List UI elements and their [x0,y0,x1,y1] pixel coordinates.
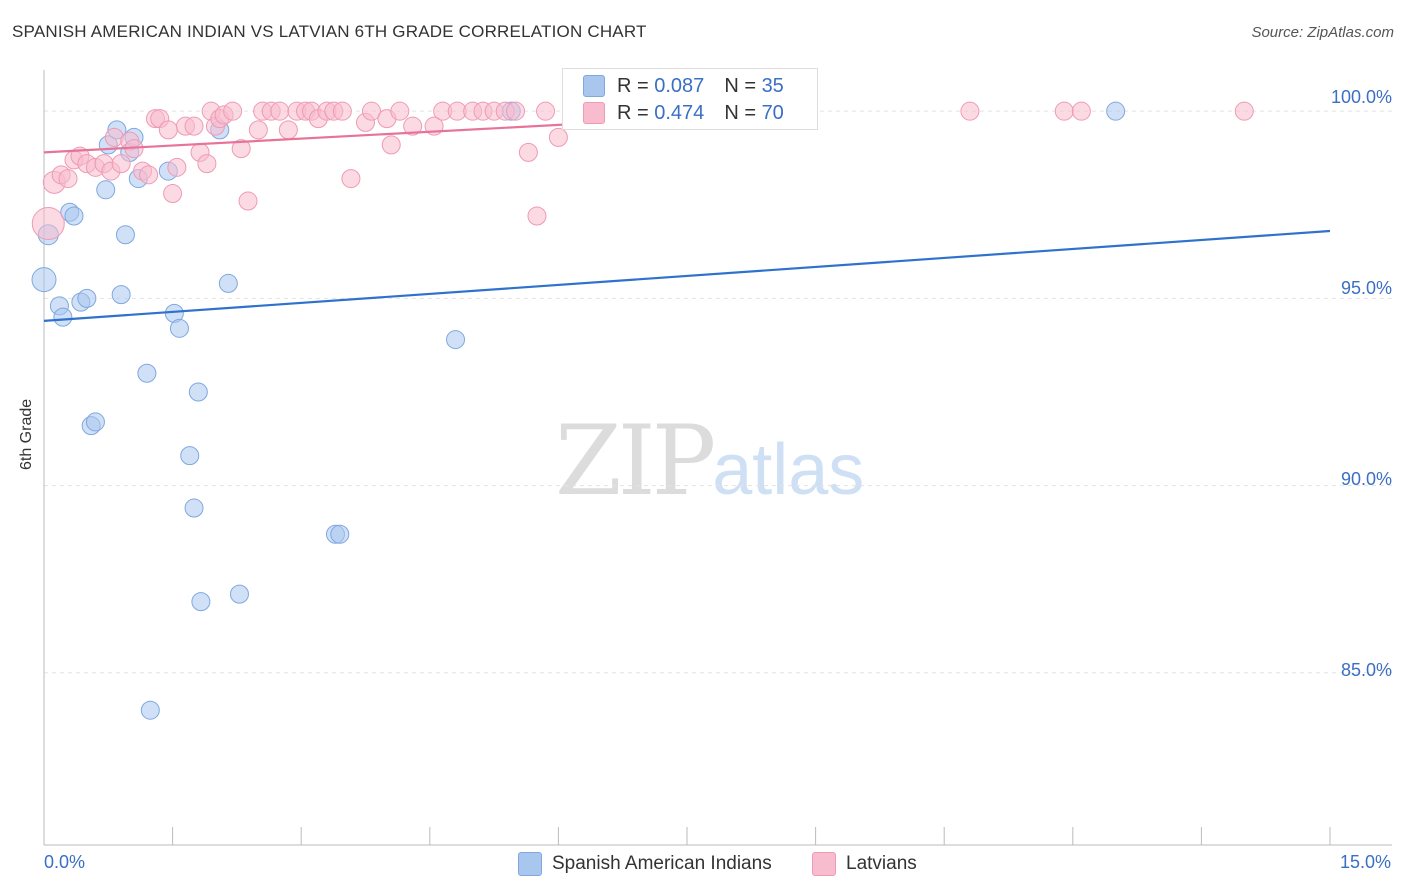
data-point-spanish-american-indians [184,498,204,518]
y-tick-label: 100.0% [1330,87,1392,107]
data-point-latvians [506,101,526,121]
data-point-latvians [527,206,547,226]
data-point-latvians [341,169,361,189]
legend-r-label: R = [617,101,649,124]
data-point-spanish-american-indians [115,225,135,245]
data-point-latvians [163,184,183,204]
data-point-latvians [381,135,401,155]
data-point-spanish-american-indians [77,288,97,308]
bottom-legend-blue: Spanish American Indians [518,852,772,876]
data-point-spanish-american-indians [53,307,73,327]
data-point-spanish-american-indians [191,592,211,612]
y-tick-label: 85.0% [1340,660,1392,680]
legend-n-value: 35 [761,74,784,97]
data-point-latvians [390,101,410,121]
legend-row-pink: R = 0.474 N = 70 [583,100,784,126]
watermark-zip: ZIP [555,405,716,517]
legend-n-label: N = [724,74,756,97]
watermark-atlas: atlas [712,430,865,510]
data-point-latvians [139,165,159,185]
legend-r-value: 0.087 [654,74,705,97]
data-point-latvians [58,169,78,189]
data-point-latvians [1054,101,1074,121]
data-point-spanish-american-indians [96,180,116,200]
legend-swatch-blue [583,75,605,97]
data-point-latvians [197,154,217,174]
data-point-spanish-american-indians [31,267,57,293]
data-point-spanish-american-indians [85,412,105,432]
data-point-latvians [536,101,556,121]
y-tick-label: 90.0% [1340,469,1392,489]
data-point-spanish-american-indians [188,382,208,402]
legend-r-label: R = [617,74,649,97]
data-point-spanish-american-indians [218,273,238,293]
correlation-legend: R = 0.087 N = 35 R = 0.474 N = 70 [562,68,818,130]
data-point-latvians [270,101,290,121]
data-point-latvians [362,101,382,121]
data-point-latvians [518,142,538,162]
legend-n-label: N = [724,101,756,124]
y-tick-label: 95.0% [1340,278,1392,298]
bottom-legend-swatch-pink [812,852,836,876]
legend-row-blue: R = 0.087 N = 35 [583,73,784,99]
source-label: Source: ZipAtlas.com [1251,24,1394,41]
data-point-latvians [1234,101,1254,121]
data-point-latvians [548,127,568,147]
data-point-spanish-american-indians [169,318,189,338]
y-axis-label: 6th Grade [18,398,35,470]
data-point-spanish-american-indians [137,363,157,383]
data-point-latvians [167,157,187,177]
data-point-latvians [1071,101,1091,121]
data-point-latvians [231,139,251,159]
data-point-latvians [223,101,243,121]
legend-r-value: 0.474 [654,101,705,124]
bottom-legend-pink: Latvians [812,852,917,876]
data-point-latvians [111,154,131,174]
data-point-latvians [31,207,65,241]
data-point-latvians [960,101,980,121]
bottom-legend-label-pink: Latvians [846,853,917,874]
watermark: ZIPatlas [555,405,864,517]
legend-swatch-pink [583,102,605,124]
data-point-spanish-american-indians [446,330,466,350]
legend-n-value: 70 [761,101,784,124]
bottom-legend-label-blue: Spanish American Indians [552,853,772,874]
data-point-spanish-american-indians [64,206,84,226]
bottom-legend-swatch-blue [518,852,542,876]
data-point-spanish-american-indians [140,700,160,720]
data-point-latvians [184,116,204,136]
data-point-spanish-american-indians [330,524,350,544]
data-point-latvians [238,191,258,211]
data-point-latvians [332,101,352,121]
data-point-latvians [158,120,178,140]
x-tick-label: 15.0% [1340,852,1392,872]
x-tick-label: 0.0% [44,852,86,872]
data-point-spanish-american-indians [111,285,131,305]
data-point-spanish-american-indians [1106,101,1126,121]
chart-title: SPANISH AMERICAN INDIAN VS LATVIAN 6TH G… [12,22,647,41]
data-point-latvians [403,116,423,136]
data-point-spanish-american-indians [229,584,249,604]
data-point-latvians [248,120,268,140]
trend-line-spanish-american-indians [43,229,1331,322]
data-point-latvians [278,120,298,140]
data-point-spanish-american-indians [180,446,200,466]
